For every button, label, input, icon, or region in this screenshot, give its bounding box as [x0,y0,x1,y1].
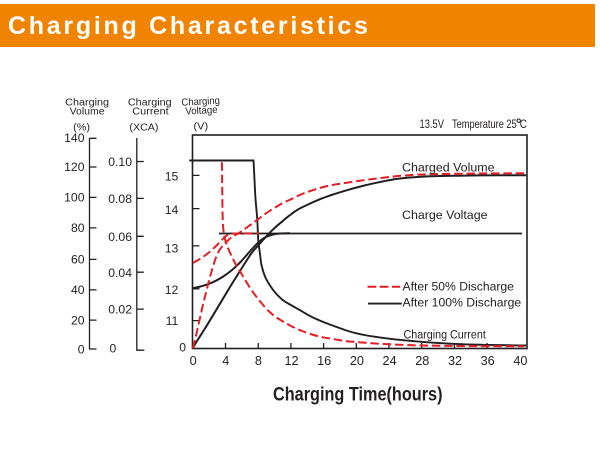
svg-text:20: 20 [71,313,85,327]
svg-text:After 50% Discharge: After 50% Discharge [403,280,514,294]
svg-text:0.02: 0.02 [108,303,132,317]
svg-text:16: 16 [317,354,331,368]
svg-text:28: 28 [415,354,429,368]
svg-text:0.08: 0.08 [108,192,132,206]
svg-text:Charge Voltage: Charge Voltage [402,208,488,222]
svg-text:After 100% Discharge: After 100% Discharge [403,296,522,310]
svg-text:Charging Current: Charging Current [404,328,487,342]
svg-text:Charging: Charging [181,96,220,109]
svg-text:Temperature 25: Temperature 25 [452,117,517,131]
svg-text:0: 0 [179,341,186,355]
svg-text:20: 20 [350,354,364,368]
svg-text:0: 0 [110,341,117,355]
svg-text:40: 40 [71,283,85,297]
svg-text:0: 0 [78,343,85,357]
svg-text:15: 15 [165,169,179,183]
svg-text:Voltage: Voltage [185,105,218,118]
svg-text:13: 13 [165,241,179,255]
svg-text:0: 0 [190,354,197,368]
svg-text:11: 11 [166,314,179,328]
svg-text:Volume: Volume [70,107,105,118]
svg-text:Charging: Charging [128,97,172,108]
svg-text:14: 14 [165,203,179,217]
svg-text:12: 12 [284,354,298,368]
svg-text:40: 40 [513,354,527,368]
svg-text:4: 4 [222,354,229,368]
svg-text:32: 32 [448,354,462,368]
svg-text:13.5V: 13.5V [420,117,445,131]
svg-text:(V): (V) [194,121,209,132]
svg-text:Charging: Charging [65,97,109,108]
svg-text:0.04: 0.04 [108,266,132,280]
svg-text:80: 80 [71,221,85,235]
svg-text:Current: Current [132,107,169,118]
svg-text:0.10: 0.10 [108,155,132,169]
svg-text:Charging Time(hours): Charging Time(hours) [273,385,443,406]
svg-text:12: 12 [165,283,179,297]
svg-text:140: 140 [64,131,85,145]
svg-text:C: C [520,117,527,131]
svg-text:60: 60 [71,253,85,267]
svg-text:Charged Volume: Charged Volume [402,160,495,174]
svg-text:24: 24 [383,354,397,368]
svg-text:36: 36 [481,354,495,368]
svg-text:0.06: 0.06 [108,230,132,244]
svg-text:(%): (%) [73,122,90,133]
svg-text:8: 8 [255,354,262,368]
svg-text:(XCA): (XCA) [129,122,158,133]
svg-text:120: 120 [64,160,85,174]
svg-text:100: 100 [64,191,85,205]
